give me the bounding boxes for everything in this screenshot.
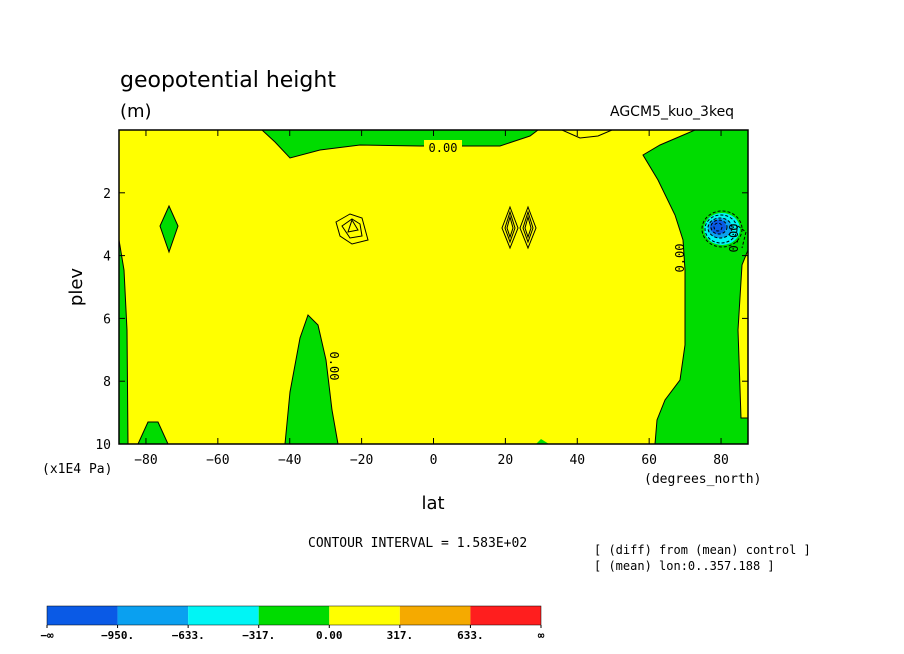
- colorbar-swatch: [399, 606, 471, 625]
- contour-neg-4: [710, 219, 728, 235]
- contour-label-right: 0.00: [673, 244, 687, 273]
- contour-neg-right: [737, 225, 747, 249]
- contour-diamond-20c: [506, 215, 514, 239]
- contour-line-top: [261, 130, 539, 159]
- contour-diamond-25b: [522, 210, 534, 244]
- contour-diamond-25a: [519, 205, 537, 250]
- green-region-right: [643, 130, 748, 444]
- colorbar-swatch: [470, 606, 541, 625]
- contour-line-right-notch: [737, 249, 748, 419]
- y-axis-units: (x1E4 Pa): [42, 462, 112, 477]
- contour-label-far-right: 0.00: [727, 224, 741, 253]
- chart-title: geopotential height: [120, 68, 336, 93]
- colorbar-label: ∞: [538, 629, 545, 642]
- contour-diamond-20b: [504, 210, 516, 244]
- x-tick-label: −60: [206, 453, 229, 468]
- contour-line-right: [642, 130, 696, 444]
- colorbar-swatch: [329, 606, 400, 625]
- colorbar-swatch: [258, 606, 330, 625]
- y-tick-label: 2: [103, 187, 111, 202]
- contour-neg-5: [713, 222, 723, 232]
- contour-line-top-right-bump: [561, 130, 613, 139]
- y-tick-label: 8: [103, 375, 111, 390]
- x-tick-label: 60: [641, 453, 657, 468]
- contour-line-diamond-left: [159, 204, 179, 254]
- contour-line-layer: [119, 130, 748, 444]
- colorbar-swatch: [47, 606, 118, 625]
- x-axis-units: (degrees_north): [644, 472, 761, 487]
- colorbar-label: 317.: [387, 629, 414, 642]
- note-mean: [ (mean) lon:0..357.188 ]: [594, 559, 775, 573]
- x-tick-label: 80: [713, 453, 729, 468]
- colorbar-label: −∞: [40, 629, 54, 642]
- contour-label-mid: 0.00: [327, 352, 341, 381]
- contour-diamond-25c: [524, 215, 532, 239]
- units-label: (m): [120, 101, 152, 122]
- colorbar-label: −633.: [172, 629, 205, 642]
- colorbar-label: −317.: [242, 629, 275, 642]
- colorbar: [46, 605, 542, 626]
- y-tick-label: 10: [95, 438, 111, 453]
- blue-blob: [710, 220, 726, 234]
- contour-pos-mid: [341, 218, 363, 239]
- green-region-bottom-small: [536, 439, 549, 444]
- x-tick-label: −40: [278, 453, 301, 468]
- run-name: AGCM5_kuo_3keq: [610, 104, 735, 120]
- contour-pos-outer: [335, 213, 369, 245]
- contour-neg-3: [707, 217, 733, 239]
- contour-neg-2: [704, 214, 738, 244]
- y-tick-label: 6: [103, 312, 111, 327]
- x-tick-label: 40: [569, 453, 585, 468]
- background-fill-yellow: [119, 130, 748, 444]
- contour-line-bottom-left: [137, 421, 169, 444]
- contour-diamond-20a: [501, 205, 519, 250]
- contour-interval: CONTOUR INTERVAL = 1.583E+02: [308, 536, 527, 551]
- colorbar-swatch: [117, 606, 189, 625]
- x-axis-label: lat: [421, 493, 444, 514]
- x-tick-label: −20: [350, 453, 373, 468]
- colorbar-label: 0.00: [316, 629, 343, 642]
- colorbar-labels: −∞ −950. −633. −317. 0.00 317. 633. ∞: [40, 625, 545, 642]
- x-tick-label: −80: [134, 453, 157, 468]
- colorbar-label: −950.: [101, 629, 134, 642]
- negative-dashed-contours: [701, 210, 747, 249]
- colorbar-frame: [46, 605, 542, 626]
- green-region-diamond-left: [160, 206, 178, 252]
- green-region-top: [262, 130, 538, 158]
- colorbar-label: 633.: [457, 629, 484, 642]
- y-axis-label: plev: [66, 268, 87, 307]
- x-axis: −80 −60 −40 −20 0 20 40 60 80: [134, 130, 729, 468]
- contour-fill-layer: [119, 130, 748, 444]
- contour-pos-inner: [347, 218, 359, 233]
- note-diff: [ (diff) from (mean) control ]: [594, 543, 811, 557]
- label-bg-top: [424, 140, 462, 154]
- contour-line-left: [119, 239, 129, 444]
- x-tick-label: 0: [430, 453, 438, 468]
- contour-label-top: 0.00: [429, 141, 458, 155]
- contour-line-mid: [284, 314, 339, 444]
- y-tick-label: 4: [103, 250, 111, 265]
- x-tick-label: 20: [498, 453, 514, 468]
- contour-labels: 0.00 0.00 0.00 0.00: [327, 140, 741, 380]
- colorbar-swatch: [188, 606, 259, 625]
- green-region-mid: [285, 315, 338, 444]
- y-axis: 2 4 6 8 10: [95, 187, 748, 453]
- green-region-left: [119, 240, 128, 444]
